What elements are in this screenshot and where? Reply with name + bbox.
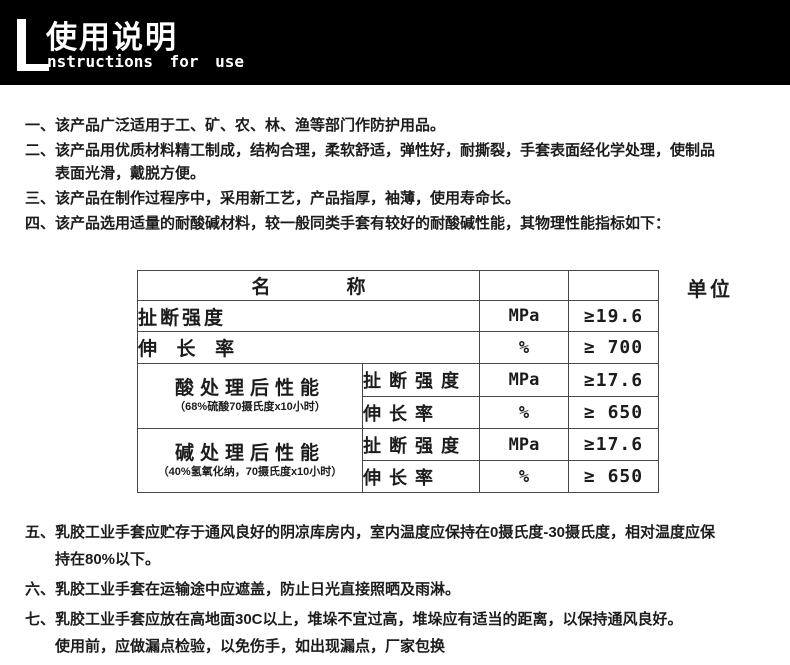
value-cell: ≥17.6	[568, 363, 659, 397]
unit-cell: %	[479, 396, 569, 429]
property-cell: 扯断强度	[362, 363, 480, 397]
notes-list: 五、 乳胶工业手套应贮存于通风良好的阴凉库房内，室内温度应保持在0摄氏度-30摄…	[25, 519, 755, 663]
table-row-alkali-elongation: 伸长率 % ≥ 650	[138, 460, 659, 493]
alkali-category-cell: 碱处理后性能 （40%氢氧化纳，70摄氏度x10小时）	[137, 428, 363, 493]
spec-table: 名 称 扯断强度 MPa ≥19.6 伸 长 率 % ≥ 700 酸处理后性能 …	[137, 270, 659, 493]
table-header-row: 名 称	[137, 270, 659, 301]
page-title-english: nstructions for use	[47, 52, 245, 71]
item-marker: 四、	[25, 215, 56, 232]
unit-cell: %	[479, 460, 569, 493]
unit-cell: MPa	[479, 428, 569, 461]
item-text: 该产品广泛适用于工、矿、农、林、渔等部门作防护用品。	[55, 117, 446, 134]
note-item-5: 五、 乳胶工业手套应贮存于通风良好的阴凉库房内，室内温度应保持在0摄氏度-30摄…	[25, 519, 755, 573]
item-text-line2: 使用前，应做漏点检验，以免伤手，如出现漏点，厂家包换	[55, 638, 446, 655]
intro-item-4: 四、 该产品选用适量的耐酸碱材料，较一般同类手套有较好的耐酸碱性能，其物理性能指…	[25, 212, 755, 235]
item-marker: 三、	[25, 190, 56, 207]
intro-item-3: 三、 该产品在制作过程序中，采用新工艺，产品指厚，袖薄，使用寿命长。	[25, 187, 755, 210]
intro-list: 一、 该产品广泛适用于工、矿、农、林、渔等部门作防护用品。 二、 该产品用优质材…	[25, 114, 755, 237]
value-cell: ≥19.6	[568, 300, 659, 332]
note-item-6: 六、 乳胶工业手套在运输途中应遮盖，防止日光直接照晒及雨淋。	[25, 576, 755, 603]
note-item-7: 七、 乳胶工业手套应放在高地面30C以上，堆垛不宜过高，堆垛应有适当的距离，以保…	[25, 606, 755, 660]
acid-category-condition: （68%硫酸70摄氏度x10小时）	[174, 401, 326, 413]
table-row-tensile: 扯断强度 MPa ≥19.6	[137, 300, 659, 332]
acid-category-cell: 酸处理后性能 （68%硫酸70摄氏度x10小时）	[137, 363, 363, 429]
item-marker: 一、	[25, 117, 56, 134]
property-cell: 扯断强度	[362, 428, 480, 461]
name-header-cell: 名 称	[137, 270, 480, 301]
item-text-wrap: 乳胶工业手套应放在高地面30C以上，堆垛不宜过高，堆垛应有适当的距离，以保持通风…	[55, 606, 723, 660]
property-cell: 伸 长 率	[137, 331, 480, 364]
property-cell: 伸长率	[362, 396, 480, 429]
item-text: 该产品选用适量的耐酸碱材料，较一般同类手套有较好的耐酸碱性能，其物理性能指标如下…	[55, 215, 671, 232]
unit-cell: %	[479, 331, 569, 364]
item-text: 该产品在制作过程序中，采用新工艺，产品指厚，袖薄，使用寿命长。	[55, 190, 521, 207]
unit-header-cell-empty	[479, 270, 569, 301]
item-marker: 二、	[25, 142, 56, 159]
acid-category-title: 酸处理后性能	[174, 378, 325, 399]
unit-cell: MPa	[479, 363, 569, 397]
value-cell: ≥ 650	[568, 460, 659, 493]
big-letter-L-glyph	[17, 19, 49, 71]
item-marker: 六、	[25, 581, 56, 598]
value-cell: ≥ 700	[568, 331, 659, 364]
item-text: 乳胶工业手套在运输途中应遮盖，防止日光直接照晒及雨淋。	[55, 581, 461, 598]
intro-item-1: 一、 该产品广泛适用于工、矿、农、林、渔等部门作防护用品。	[25, 114, 755, 137]
item-text: 该产品用优质材料精工制成，结构合理，柔软舒适，弹性好，耐撕裂，手套表面经化学处理…	[55, 142, 716, 182]
alkali-category-title: 碱处理后性能	[174, 442, 325, 464]
value-cell: ≥ 650	[568, 396, 659, 429]
table-row-elongation: 伸 长 率 % ≥ 700	[137, 331, 659, 364]
property-cell: 扯断强度	[137, 300, 480, 332]
header-banner: 使用说明 nstructions for use	[0, 0, 790, 85]
table-row-alkali-tensile: 碱处理后性能 （40%氢氧化纳，70摄氏度x10小时） 扯断强度 MPa ≥17…	[137, 428, 659, 493]
item-text: 乳胶工业手套应放在高地面30C以上，堆垛不宜过高，堆垛应有适当的距离，以保持通风…	[55, 611, 683, 628]
item-marker: 七、	[25, 611, 56, 628]
table-row-acid-elongation: 伸长率 % ≥ 650	[138, 396, 659, 429]
property-cell: 伸长率	[362, 460, 480, 493]
unit-column-label: 单位	[687, 279, 733, 301]
value-header-cell-empty	[568, 270, 659, 301]
page-title-chinese: 使用说明	[46, 20, 178, 55]
item-text: 乳胶工业手套应贮存于通风良好的阴凉库房内，室内温度应保持在0摄氏度-30摄氏度，…	[55, 524, 716, 568]
value-cell: ≥17.6	[568, 428, 659, 461]
intro-item-2: 二、 该产品用优质材料精工制成，结构合理，柔软舒适，弹性好，耐撕裂，手套表面经化…	[25, 139, 755, 185]
item-marker: 五、	[25, 524, 56, 541]
unit-cell: MPa	[479, 300, 569, 332]
table-row-acid-tensile: 酸处理后性能 （68%硫酸70摄氏度x10小时） 扯断强度 MPa ≥17.6	[137, 363, 659, 429]
spec-table-area: 名 称 扯断强度 MPa ≥19.6 伸 长 率 % ≥ 700 酸处理后性能 …	[137, 270, 659, 493]
alkali-category-condition: （40%氢氧化纳，70摄氏度x10小时）	[157, 465, 343, 478]
